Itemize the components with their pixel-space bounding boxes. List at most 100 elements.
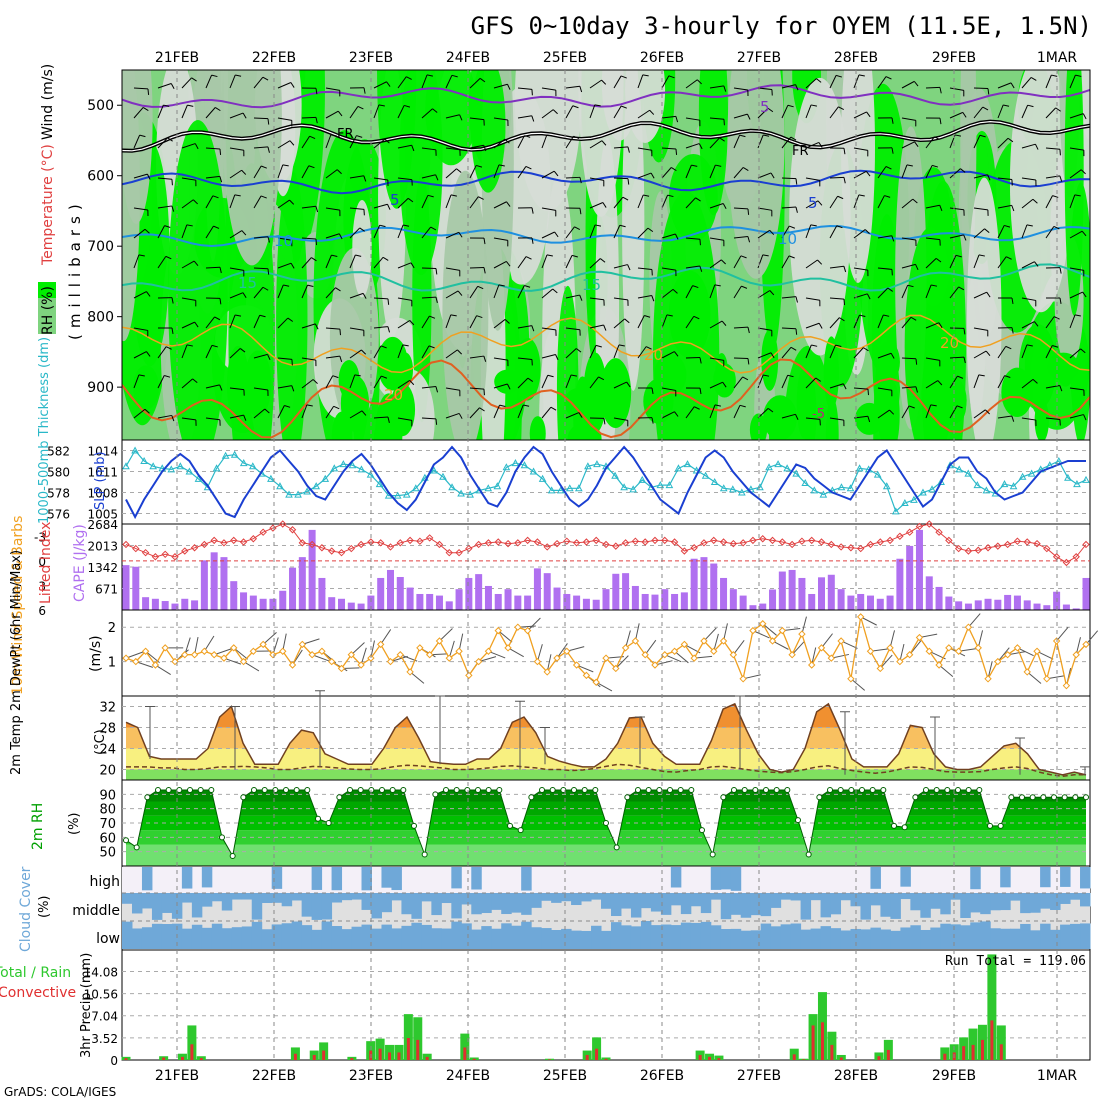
wind-barb-flag [267,118,270,125]
wind10-marker [788,651,796,659]
cape-bar [837,589,845,610]
wind10-barb [968,613,981,628]
wind-barb [373,177,388,181]
thickness-marker [122,462,130,470]
cloud-low-bar [301,925,313,949]
thickness-marker [982,486,991,494]
wind-barb-flag [147,88,150,95]
rh2m-marker [645,787,652,794]
rh-cell [885,381,900,440]
wind10-marker [935,661,943,669]
wind-barb-flag [164,374,171,378]
rh2m-marker [997,822,1004,829]
wind-barb-flag [450,194,457,197]
wind-barb-flag [267,354,271,361]
wind10-marker [680,640,689,649]
wind-barb [805,104,812,119]
wind-barb [997,346,1007,359]
wind10-marker [484,647,493,655]
wind-barb [229,414,244,419]
cloud-mid-bar [591,893,602,900]
wind-barb [709,237,724,241]
wind10-marker [1072,651,1080,659]
cape-bar [269,598,277,610]
cloud-high-bar [730,867,742,891]
thickness-marker [1073,480,1081,488]
wind-barb-flag [524,135,531,138]
wind10-marker [563,647,571,655]
wind-barb-flag [578,412,583,418]
ylabel-wind10-unit: (m/s) [88,635,104,672]
ylabel-cloud-unit: (%) [37,896,52,919]
wind-barb-flag [647,227,654,233]
wind-barb-flag [573,135,580,140]
dewpoint2m-line [126,763,1086,778]
cloud-low-bar [261,929,273,949]
wind-barb [133,173,148,179]
cloud-low-bar [401,925,412,949]
cloud-mid-bar [840,893,851,901]
lifted-index-marker [690,544,698,552]
wind-barb [901,316,912,329]
wind-barb [469,144,484,149]
wind-barb-flag [769,229,775,236]
cloud-mid-bar [700,893,712,914]
wind-barb-flag [963,328,966,335]
wind-barb [325,355,340,359]
wind-barb [1069,74,1076,89]
cape-bar [1082,577,1090,610]
rh2m-marker [240,794,247,801]
thickness-marker [683,460,692,468]
wind-barb-flag [527,377,534,382]
wind-barb [301,357,316,361]
wind10-marker [396,651,404,659]
thickness-marker [185,467,194,475]
wind-barb-flag [1026,344,1033,347]
wind-barb-flag [337,110,343,117]
wind-barb-flag [579,177,582,184]
lifted-index-marker [1043,544,1051,553]
cloud-mid-bar [660,893,672,915]
wind-barb-flag [579,294,583,301]
wind-barb-flag [1011,205,1015,212]
rh2m-marker [965,787,972,794]
wind-barb [973,350,987,359]
wind-barb [205,74,213,89]
rh2m-marker [1061,794,1068,801]
wind-barb [613,105,622,119]
wind-barb [829,383,844,389]
wind-barb-flag [723,85,727,92]
wind-barb [421,296,437,299]
wind-barb-flag [594,224,602,227]
thickness-marker [674,464,683,472]
wind-barb-flag [477,285,484,290]
wind-barb [781,346,792,359]
precip-conv-bar [162,1057,166,1060]
thickness-marker [873,470,882,478]
thickness-marker [493,482,502,490]
wind-barb [181,177,196,181]
precip-conv-bar [886,1049,890,1060]
contour-label-fr-2: FR [792,144,809,159]
wind-barb [181,77,192,89]
wind-barb [277,262,292,269]
wind-barb-flag [620,75,627,79]
rh2m-marker [773,787,780,794]
wind10-marker [739,675,747,683]
wind-barb [421,345,430,359]
wind-barb-flag [982,106,989,111]
wind-barb [757,107,769,119]
wind-barb-flag [426,74,433,77]
cloud-mid-bar [820,893,832,918]
lifted-index-marker [279,520,287,528]
wind-barb-flag [435,268,438,275]
wind-barb [901,198,914,209]
wind-barb-flag [906,164,913,167]
wind-barb [973,254,980,269]
wind-barb [133,291,147,299]
lifted-index-marker [719,538,728,546]
wind10-barb [1056,626,1069,642]
wind10-barb [997,647,1010,662]
wind-barb [1021,177,1036,181]
wind-barb-flag [858,74,865,77]
